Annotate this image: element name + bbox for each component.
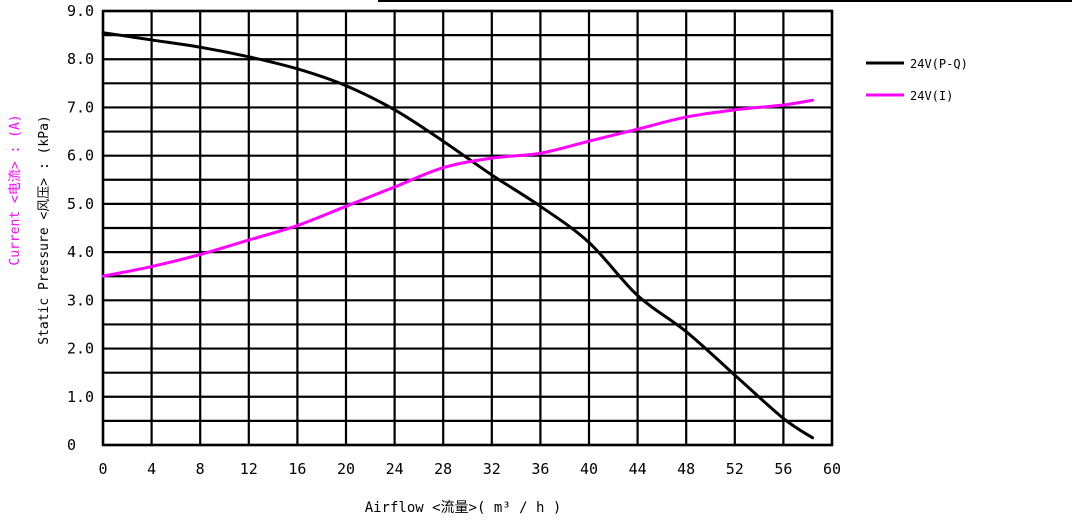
top-rule bbox=[378, 0, 1072, 2]
x-tick-label: 12 bbox=[240, 460, 258, 478]
series-line-1 bbox=[101, 98, 815, 278]
y-tick-label: 3.0 bbox=[67, 291, 94, 309]
tick-labels: 0 4 8 12 16 20 24 28 32 36 40 44 48 52 56 6001.02.03.04… bbox=[67, 2, 841, 478]
y-tick-label: 4.0 bbox=[67, 243, 94, 261]
grid bbox=[101, 9, 834, 447]
x-tick-label: 20 bbox=[337, 460, 355, 478]
y-axis-label-primary: Static Pressure <风压> : (kPa) bbox=[37, 115, 52, 345]
x-tick-label: 4 bbox=[147, 460, 156, 478]
y-tick-label: 1.0 bbox=[67, 388, 94, 406]
x-tick-label: 0 bbox=[98, 460, 107, 478]
x-axis-label: Airflow <流量>( m³ / h ) bbox=[365, 500, 562, 516]
x-tick-label: 36 bbox=[531, 460, 549, 478]
y-tick-label: 5.0 bbox=[67, 195, 94, 213]
y-tick-label: 8.0 bbox=[67, 50, 94, 68]
x-tick-label: 32 bbox=[483, 460, 501, 478]
y-axis-label-secondary: Current <电流> : (A) bbox=[8, 114, 23, 265]
x-tick-label: 60 bbox=[823, 460, 841, 478]
legend: 24V(P-Q) 24V(I) bbox=[866, 57, 968, 103]
x-tick-label: 24 bbox=[386, 460, 404, 478]
x-tick-label: 8 bbox=[196, 460, 205, 478]
x-tick-label: 16 bbox=[288, 460, 306, 478]
legend-label: 24V(I) bbox=[910, 89, 953, 103]
y-tick-label: 9.0 bbox=[67, 2, 94, 20]
x-tick-label: 56 bbox=[774, 460, 792, 478]
x-tick-label: 40 bbox=[580, 460, 598, 478]
y-tick-label: 7.0 bbox=[67, 98, 94, 116]
x-tick-label: 28 bbox=[434, 460, 452, 478]
series-line-0 bbox=[101, 31, 815, 440]
x-tick-label: 52 bbox=[726, 460, 744, 478]
plot-frame bbox=[101, 9, 834, 447]
x-tick-label: 48 bbox=[677, 460, 695, 478]
y-tick-label: 2.0 bbox=[67, 340, 94, 358]
y-tick-label: 0 bbox=[67, 436, 76, 454]
legend-label: 24V(P-Q) bbox=[910, 57, 968, 71]
x-tick-label: 44 bbox=[629, 460, 647, 478]
y-tick-label: 6.0 bbox=[67, 147, 94, 165]
series-group bbox=[101, 31, 815, 440]
